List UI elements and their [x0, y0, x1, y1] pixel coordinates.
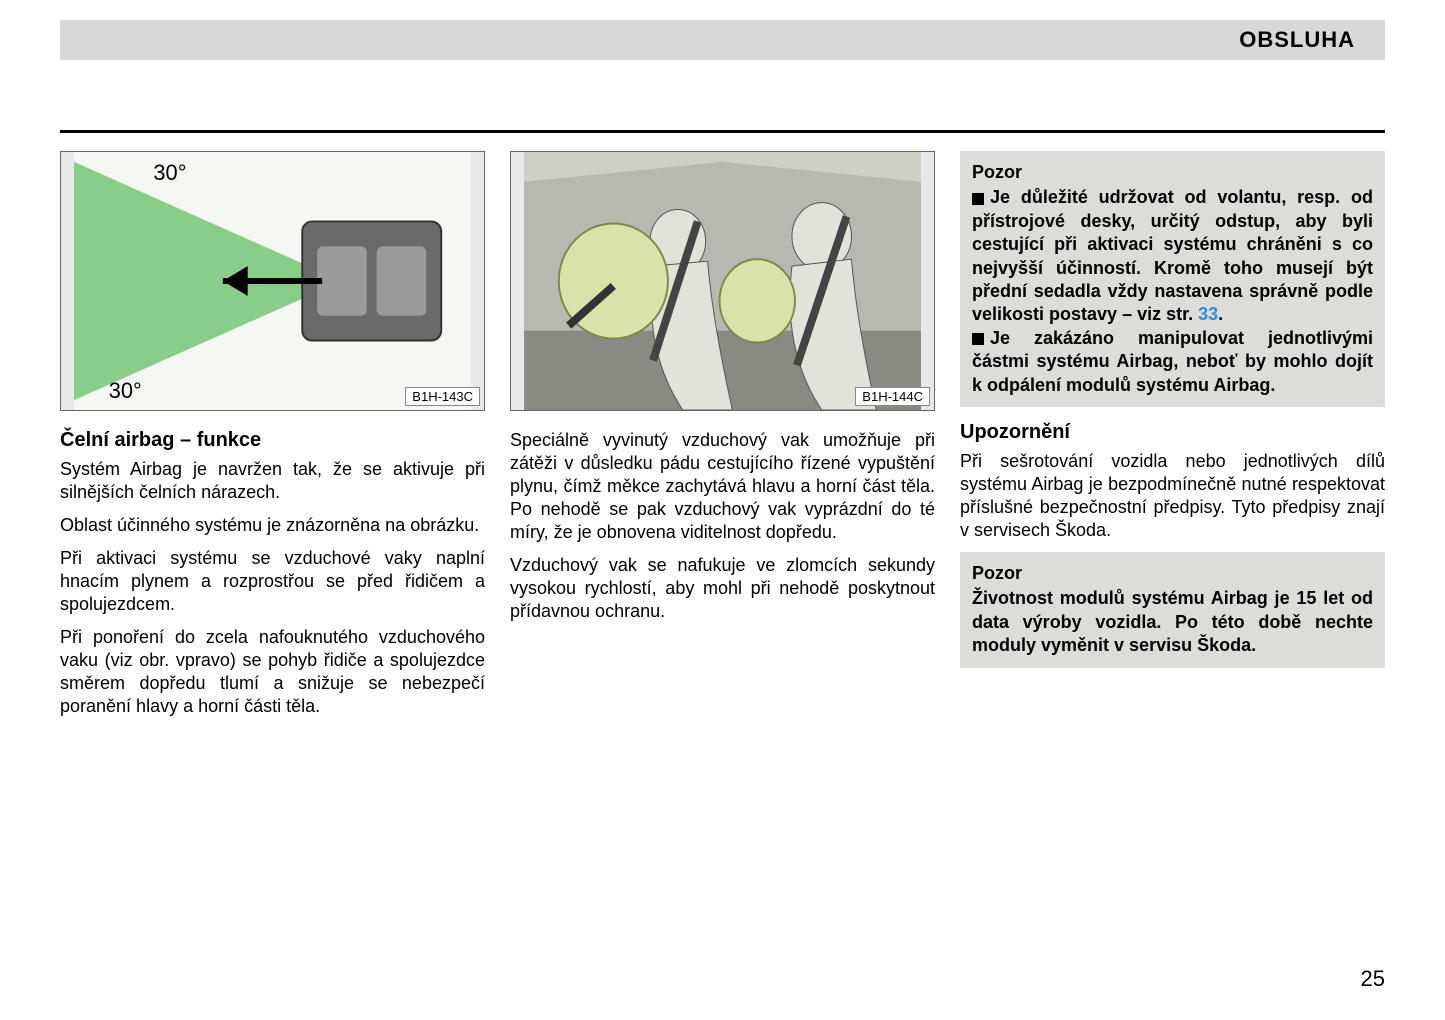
airbag-deploy-diagram-icon: [511, 152, 934, 410]
warning-2-title: Pozor: [972, 562, 1373, 585]
figure-1-label: B1H-143C: [405, 387, 480, 406]
angle-label-top: 30°: [153, 160, 186, 185]
warning-2-body: Životnost modulů systému Airbag je 15 le…: [972, 588, 1373, 655]
column-3: Pozor Je důležité udržovat od volantu, r…: [960, 151, 1385, 960]
warning-box-1: Pozor Je důležité udržovat od volantu, r…: [960, 151, 1385, 407]
bullet-square-icon: [972, 193, 984, 205]
header-bar: OBSLUHA: [60, 20, 1385, 60]
warning-1-body: Je důležité udržovat od volantu, resp. o…: [972, 186, 1373, 397]
figure-2: B1H-144C: [510, 151, 935, 411]
col1-p3: Při aktivaci systému se vzduchové vaky n…: [60, 547, 485, 616]
col1-p1: Systém Airbag je navržen tak, že se akti…: [60, 458, 485, 504]
angle-label-bottom: 30°: [109, 378, 142, 403]
warning-box-2: Pozor Životnost modulů systému Airbag je…: [960, 552, 1385, 668]
notice-heading: Upozornění: [960, 421, 1385, 444]
warn1-bullet2: Je zakázáno manipulovat jednotlivými čás…: [972, 328, 1373, 395]
warning-1-title: Pozor: [972, 161, 1373, 184]
figure-1: 30° 30° B1H-143C: [60, 151, 485, 411]
col2-p1: Speciálně vyvinutý vzduchový vak umožňuj…: [510, 429, 935, 544]
airbag-cone-diagram-icon: 30° 30°: [61, 152, 484, 410]
content-area: 30° 30° B1H-143C Čelní airbag – funkce S…: [60, 130, 1385, 960]
col1-p4: Při ponoření do zcela nafouknutého vzduc…: [60, 626, 485, 718]
header-title: OBSLUHA: [1239, 27, 1355, 53]
section-heading: Čelní airbag – funkce: [60, 429, 485, 452]
warn1-text-a: Je důležité udržovat od volantu, resp. o…: [972, 187, 1373, 324]
warn1-text-b: .: [1218, 304, 1223, 324]
notice-paragraph: Při sešrotování vozidla nebo jednotlivýc…: [960, 450, 1385, 542]
column-1: 30° 30° B1H-143C Čelní airbag – funkce S…: [60, 151, 485, 960]
page-number: 25: [1361, 966, 1385, 992]
column-2: B1H-144C Speciálně vyvinutý vzduchový va…: [510, 151, 935, 960]
col2-p2: Vzduchový vak se nafukuje ve zlomcích se…: [510, 554, 935, 623]
col1-p2: Oblast účinného systému je znázorněna na…: [60, 514, 485, 537]
bullet-square-icon: [972, 333, 984, 345]
figure-2-label: B1H-144C: [855, 387, 930, 406]
page-ref-link[interactable]: 33: [1198, 304, 1218, 324]
